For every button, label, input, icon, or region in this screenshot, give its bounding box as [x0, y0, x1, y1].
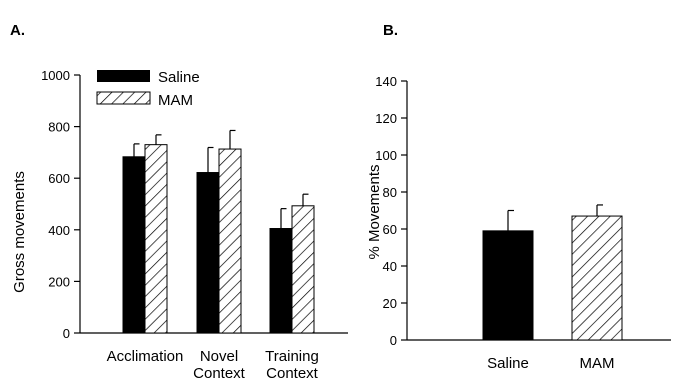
panel-a-y-tick-label: 800 [48, 120, 70, 135]
panel-b-y-tick-label: 100 [375, 148, 397, 163]
panel-b-y-tick-label: 40 [383, 259, 397, 274]
legend-label-saline: Saline [158, 69, 200, 86]
legend-label-mam: MAM [158, 92, 193, 109]
panel-a-bar-saline [269, 228, 293, 334]
panel-a-bar-mam [144, 144, 168, 334]
panel-b-y-tick-label: 0 [390, 333, 397, 348]
panel-b-y-axis-title: % Movements [366, 164, 383, 259]
panel-a-y-tick-label: 400 [48, 223, 70, 238]
panel-a-legend: Saline MAM [96, 69, 200, 109]
panel-b-y-tick-label: 60 [383, 222, 397, 237]
panel-a-bar-saline [122, 156, 146, 334]
panel-a: A. Gross movements Saline MAM 0 200 400 600… [10, 22, 348, 382]
panel-a-bar-saline [196, 172, 220, 334]
panel-a-category-label: Training Context [265, 348, 319, 382]
legend-swatch-mam [96, 91, 151, 105]
panel-b-y-tick-label: 20 [383, 296, 397, 311]
panel-a-bar-mam [218, 148, 242, 334]
panel-a-bar-mam [291, 205, 315, 334]
panel-b: B. % Movements 0 20 40 60 80 100 120 140 Saline M… [366, 22, 671, 372]
panel-a-category-label: Acclimation [107, 348, 184, 365]
panel-a-y-tick-label: 0 [63, 326, 70, 341]
panel-a-label: A. [10, 22, 25, 39]
panel-a-y-tick-label: 600 [48, 171, 70, 186]
panel-a-y-axis-title: Gross movements [11, 171, 28, 293]
panel-a-y-tick-label: 1000 [41, 68, 70, 83]
panel-b-y-tick-label: 120 [375, 111, 397, 126]
legend-swatch-saline [97, 70, 150, 82]
panel-a-y-tick-label: 200 [48, 274, 70, 289]
panel-b-bar-mam [571, 215, 623, 341]
panel-b-bar-saline [482, 230, 534, 341]
panel-a-category-label: Novel Context [193, 348, 246, 382]
panel-b-label: B. [383, 22, 398, 39]
panel-b-category-label: MAM [580, 355, 615, 372]
panel-b-y-tick-label: 80 [383, 185, 397, 200]
panel-b-category-label: Saline [487, 355, 529, 372]
panel-b-y-tick-label: 140 [375, 74, 397, 89]
